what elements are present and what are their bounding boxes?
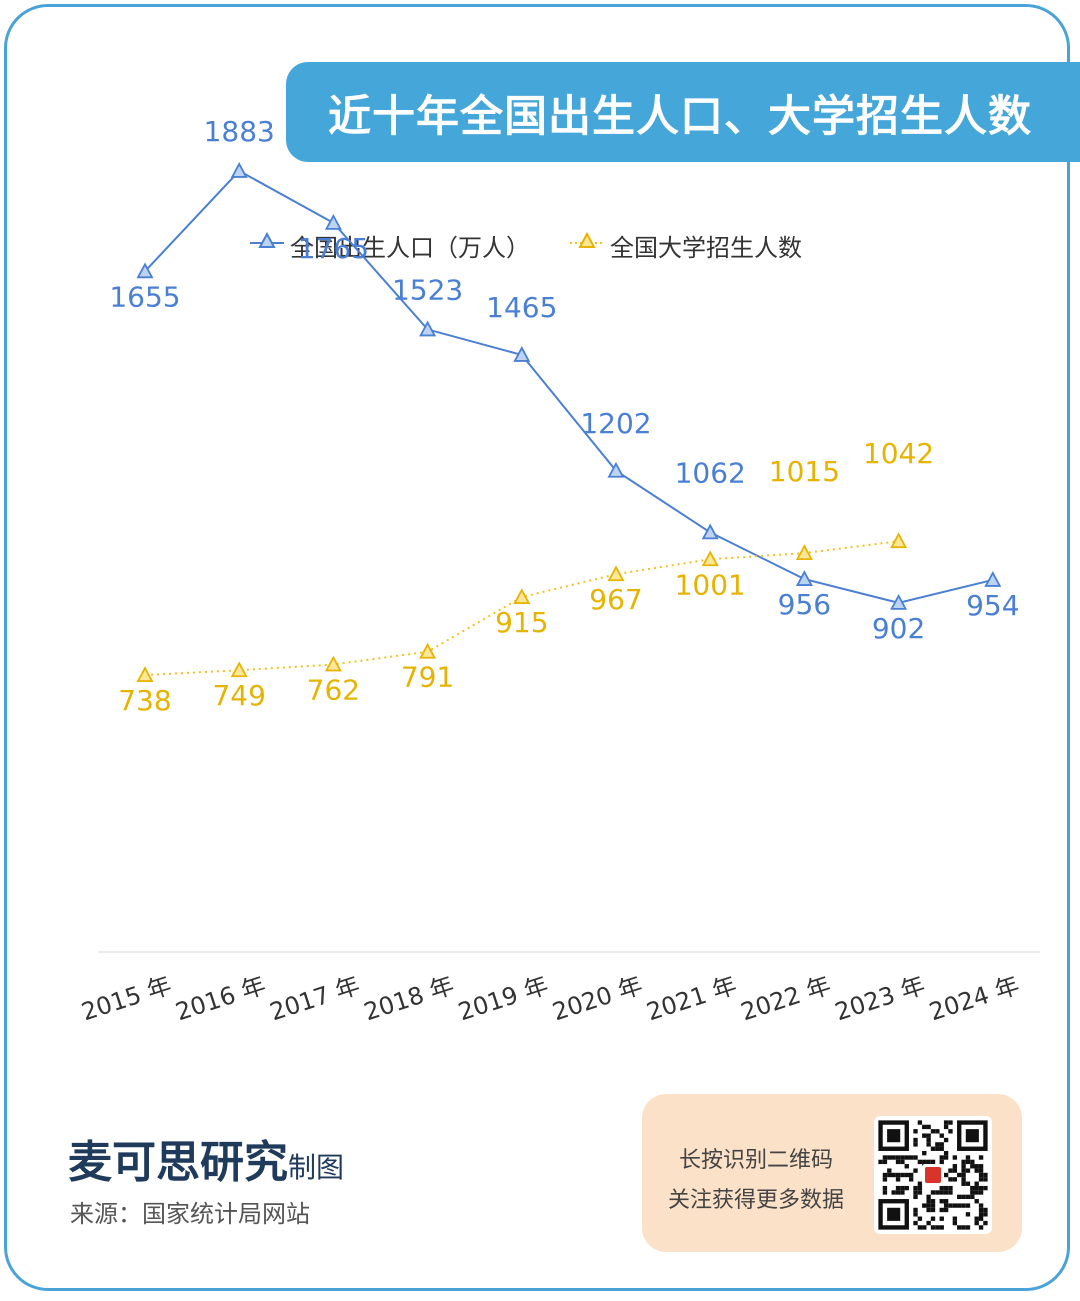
data-point [607,461,625,478]
qr-text-line1: 长按识别二维码 [678,1148,833,1173]
x-tick-label: 2017 年 [266,971,363,1026]
data-label: 738 [118,684,171,717]
data-point [607,565,625,582]
brand-name: 麦可思研究 [68,1137,288,1188]
source-note: 来源：国家统计局网站 [70,1200,310,1228]
data-label: 791 [401,661,454,694]
data-label: 967 [589,583,642,616]
data-point [795,570,813,586]
title-banner [286,62,1080,162]
x-tick-label: 2022 年 [737,971,834,1026]
x-tick-label: 2019 年 [455,971,552,1026]
data-label: 749 [212,679,265,712]
data-point [230,162,248,178]
legend-swatch-enrollment [570,231,604,248]
series-enrollment: 738 749 762 791 915 967 1001 1015 1042 [118,437,934,717]
x-tick-label: 2016 年 [172,971,269,1026]
data-label: 1655 [109,280,180,313]
legend-label-births: 全国出生人口（万人） [290,234,530,262]
legend-swatch-births [250,231,284,248]
data-label: 1523 [392,273,463,306]
brand-suffix: 制图 [288,1151,345,1184]
x-tick-label: 2020 年 [549,971,646,1026]
data-label: 1015 [769,455,840,488]
data-label: 915 [495,606,548,639]
data-point [324,655,342,672]
data-label: 954 [966,589,1019,622]
data-point [890,532,908,549]
data-point [513,346,531,362]
series-births: 1655 1883 1765 1523 1465 1202 1062 956 902 954 [109,115,1019,645]
x-tick-label: 2023 年 [832,971,929,1026]
data-label: 1062 [675,456,746,489]
data-label: 902 [872,612,925,645]
x-tick-label: 2021 年 [643,971,740,1026]
data-label: 1001 [675,568,746,601]
x-tick-label: 2024 年 [926,971,1023,1026]
data-label: 762 [307,673,360,706]
qr-code[interactable] [874,1116,992,1234]
qr-card: 长按识别二维码 关注获得更多数据 [642,1094,1022,1252]
data-point [324,213,342,230]
data-point [419,642,437,659]
data-point [890,593,908,610]
data-point [795,544,813,560]
brand-logo-text: 麦可思研究制图 [68,1126,344,1190]
data-point [230,661,248,678]
data-label: 1465 [486,291,557,324]
qr-text-line2: 关注获得更多数据 [667,1188,844,1213]
chart-title: 近十年全国出生人口、大学招生人数 [328,92,1032,142]
data-label: 1765 [298,232,369,265]
x-tick-label: 2015 年 [78,971,175,1026]
data-label: 956 [778,588,831,621]
series-line [144,169,994,604]
data-point [136,262,154,279]
data-point [701,550,719,567]
card-frame [4,4,1070,1291]
data-point [984,571,1002,587]
legend-label-enrollment: 全国大学招生人数 [610,234,802,262]
data-point [513,588,531,605]
x-tick-label: 2018 年 [361,971,458,1026]
data-point [419,320,437,337]
qr-code-icon[interactable] [874,1116,992,1234]
data-point [136,666,154,682]
data-label: 1042 [863,437,934,470]
data-point [701,523,719,540]
data-label: 1883 [204,115,275,148]
data-label: 1202 [580,407,651,440]
